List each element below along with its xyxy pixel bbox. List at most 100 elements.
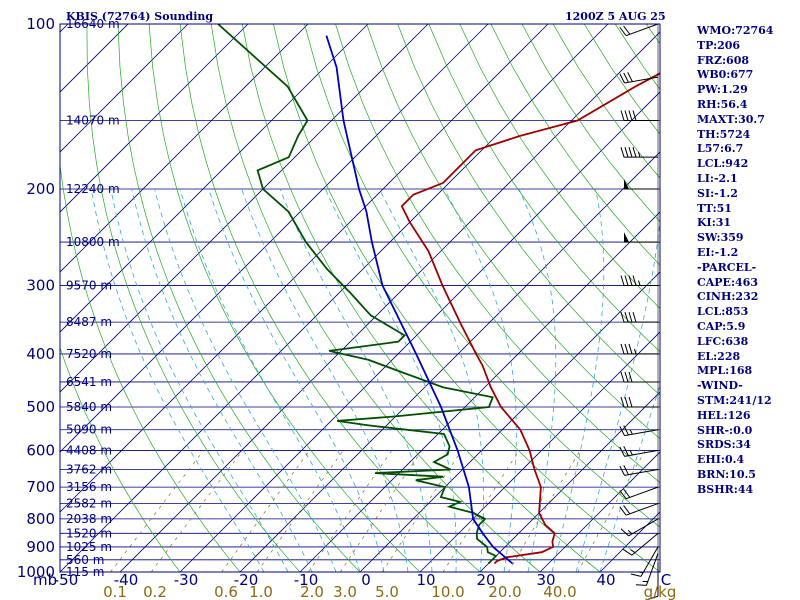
wind-barb-staff xyxy=(631,532,659,556)
wind-barb-full xyxy=(624,343,629,355)
wind-barb xyxy=(647,562,659,600)
wind-barb-full xyxy=(623,25,631,35)
wind-barb xyxy=(624,232,658,243)
wind-barb xyxy=(620,147,658,158)
mixing-ratio-label: g/kg xyxy=(644,583,677,600)
isotherm-line xyxy=(0,24,8,572)
height-label: 1025 m xyxy=(66,540,112,554)
wind-barb xyxy=(619,486,659,500)
wind-barb-full xyxy=(622,549,633,556)
temperature-tick-label: 0 xyxy=(361,571,371,589)
dry-adiabat xyxy=(397,24,660,396)
height-label: 115 m xyxy=(66,565,104,579)
temperature-trace xyxy=(400,72,660,565)
wind-barb-full xyxy=(619,506,627,516)
mixing-ratio-line xyxy=(151,450,243,572)
wind-barb-staff xyxy=(628,518,659,537)
wind-barb-staff xyxy=(640,546,659,577)
index-item: L57:6.7 xyxy=(697,142,744,156)
wind-barb-staff xyxy=(645,553,659,586)
wind-barb-half xyxy=(634,348,637,355)
wind-barb-full xyxy=(620,147,625,158)
dry-adiabat xyxy=(366,24,660,440)
wind-barb xyxy=(620,312,658,323)
isotherm-line xyxy=(419,331,660,572)
wind-barb-staff xyxy=(625,486,659,500)
wind-barb-full xyxy=(620,312,625,323)
dry-adiabat xyxy=(210,24,541,572)
wind-barb-full xyxy=(623,72,629,83)
wind-barb-full xyxy=(619,490,627,500)
temperature-tick-label: -20 xyxy=(234,571,259,589)
mixing-ratio-line xyxy=(507,450,581,572)
height-label: 5840 m xyxy=(66,400,112,414)
wind-barb xyxy=(622,532,659,556)
wind-barb-staff xyxy=(625,503,659,516)
wind-barb-full xyxy=(635,584,647,586)
height-label: 2582 m xyxy=(66,497,112,511)
temperature-tick-label: 10 xyxy=(416,571,435,589)
wind-barb-staff xyxy=(624,76,659,84)
wind-barb-full xyxy=(628,110,633,121)
isotherm-line xyxy=(60,24,549,513)
wind-barb xyxy=(620,396,658,408)
height-label: 3156 m xyxy=(66,480,112,494)
temperature-tick-label: -50 xyxy=(54,571,79,589)
height-label: 6541 m xyxy=(66,375,112,389)
wind-barb-half xyxy=(629,429,633,435)
wind-barb-full xyxy=(628,147,633,158)
index-item: FRZ:608 xyxy=(697,53,750,67)
mixing-ratio-label: 10.0 xyxy=(431,583,464,600)
isotherm-line xyxy=(60,24,609,572)
mixing-ratio-label: 0.6 xyxy=(214,583,238,600)
moist-adiabat xyxy=(131,188,313,572)
wind-barb-full xyxy=(628,343,633,355)
index-item: CAP:5.9 xyxy=(697,319,746,333)
index-item: LFC:638 xyxy=(697,334,749,348)
wind-barb-staff xyxy=(624,429,659,437)
wind-barb-staff xyxy=(624,449,659,457)
height-label: 7520 m xyxy=(66,347,112,361)
wind-barb xyxy=(620,110,658,121)
time-title: 1200Z 5 AUG 25 xyxy=(565,10,666,23)
height-label: 4408 m xyxy=(66,443,112,457)
mixing-ratio-line xyxy=(256,450,344,572)
wind-barb-full xyxy=(620,396,625,408)
pressure-tick-label: 600 xyxy=(26,441,55,459)
index-item: STM:241/12 xyxy=(697,393,772,407)
wind-barb-full xyxy=(619,26,627,36)
pressure-tick-label: 400 xyxy=(26,345,55,363)
index-item: SI:-1.2 xyxy=(697,186,738,200)
mixing-ratio-label: 0.2 xyxy=(143,583,167,600)
wind-barb-full xyxy=(623,465,629,475)
wind-barb-flag xyxy=(624,232,629,243)
index-item: BSHR:44 xyxy=(697,482,754,496)
height-label: 5090 m xyxy=(66,423,112,437)
index-item: MAXT:30.7 xyxy=(697,112,765,126)
wind-barb-half xyxy=(630,549,636,554)
mixing-ratio-label: 3.0 xyxy=(333,583,357,600)
index-item: MPL:168 xyxy=(697,364,753,378)
pressure-tick-label: 200 xyxy=(26,180,55,198)
mixing-ratio-line xyxy=(442,450,520,572)
wind-barb-full xyxy=(632,312,637,323)
index-item: SHR-:0.0 xyxy=(697,423,753,437)
isotherm-line xyxy=(60,24,369,333)
pressure-tick-label: 700 xyxy=(26,478,55,496)
parcel-trace xyxy=(325,35,514,565)
mixing-ratio-label: 0.1 xyxy=(103,583,127,600)
height-label: 14070 m xyxy=(66,113,120,127)
height-label: 3762 m xyxy=(66,462,112,476)
wind-barb xyxy=(620,343,658,355)
wind-barb-half xyxy=(638,152,641,158)
moist-adiabat xyxy=(324,188,457,572)
wind-barb xyxy=(619,72,659,84)
wind-barb xyxy=(619,465,659,476)
wind-barb xyxy=(619,503,659,516)
dry-adiabat xyxy=(335,24,660,484)
mixing-ratio-label: 2.0 xyxy=(300,583,324,600)
wind-barb-full xyxy=(620,110,625,121)
mixing-ratio-line xyxy=(308,450,393,572)
wind-barb-full xyxy=(628,371,633,383)
